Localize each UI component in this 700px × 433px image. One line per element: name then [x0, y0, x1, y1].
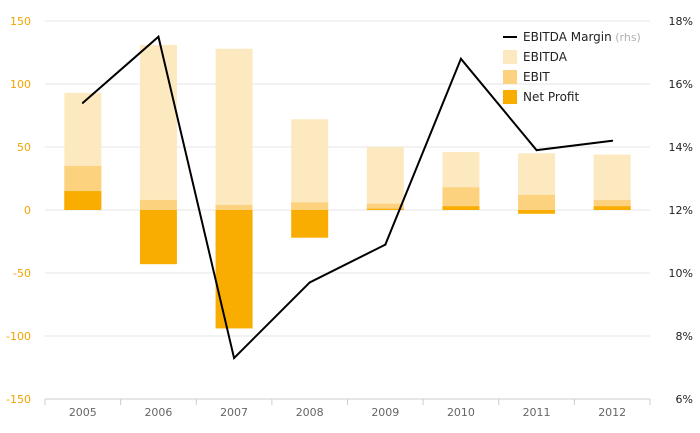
bar-ebit-2011: [518, 194, 556, 210]
legend-label-ebit: EBIT: [523, 70, 550, 84]
bar-ebit-2008: [291, 202, 329, 210]
bar-ebit-2012: [593, 199, 631, 210]
y2-tick-label: 16%: [669, 78, 693, 91]
y-tick-label: -50: [13, 267, 31, 280]
y2-tick-label: 12%: [669, 204, 693, 217]
axes: 150 100 50 0 -50 -100 -150 18% 16% 14% 12% 10% 8% 6% 2…: [6, 15, 693, 419]
bar-net-profit-2007: [215, 210, 253, 329]
point-ebitda-margin-2012: [611, 139, 614, 142]
bar-net-profit-2009: [366, 208, 404, 210]
legend-label-ebitda: EBITDA: [523, 50, 568, 64]
y-tick-label: -150: [6, 393, 31, 406]
y2-tick-label: 8%: [676, 330, 693, 343]
bar-net-profit-2012: [593, 206, 631, 210]
bar-net-profit-2005: [64, 191, 102, 210]
point-ebitda-margin-2011: [535, 149, 538, 152]
grid: [45, 20, 650, 400]
legend-swatch-ebit: [503, 70, 517, 84]
y2-tick-label: 10%: [669, 267, 693, 280]
legend-label-net-profit: Net Profit: [523, 90, 579, 104]
x-tick-label-2005: 2005: [69, 406, 97, 419]
bar-ebit-2006: [139, 199, 177, 210]
bar-ebit-2007: [215, 204, 253, 210]
y-tick-label: 100: [10, 78, 31, 91]
x-tick-label-2006: 2006: [144, 406, 172, 419]
y2-tick-label: 18%: [669, 15, 693, 28]
point-ebitda-margin-2005: [81, 101, 84, 104]
margin-line: [81, 34, 614, 361]
legend-label-suffix: (rhs): [612, 31, 641, 44]
x-tick-label-2007: 2007: [220, 406, 248, 419]
bar-net-profit-2008: [291, 210, 329, 238]
bar-ebitda-2009: [366, 147, 404, 210]
bar-ebit-2009: [366, 203, 404, 210]
x-tick-label-2011: 2011: [523, 406, 551, 419]
point-ebitda-margin-2009: [384, 243, 387, 246]
legend: EBITDA Margin (rhs) EBITDA EBIT Net Profit: [503, 30, 641, 104]
bars: [64, 44, 631, 329]
legend-label-ebitda-margin: EBITDA Margin (rhs): [523, 30, 641, 44]
y-tick-label: 50: [17, 141, 31, 154]
x-tick-label-2009: 2009: [371, 406, 399, 419]
bar-net-profit-2010: [442, 206, 480, 210]
y-tick-label: 0: [24, 204, 31, 217]
line-ebitda-margin: [82, 34, 613, 361]
legend-swatch-ebitda: [503, 50, 517, 64]
bar-net-profit-2006: [139, 210, 177, 265]
bar-ebit-2010: [442, 187, 480, 210]
y-tick-label: -100: [6, 330, 31, 343]
point-ebitda-margin-2006: [157, 35, 160, 38]
y2-tick-label: 14%: [669, 141, 693, 154]
y-tick-label: 150: [10, 15, 31, 28]
legend-swatch-net-profit: [503, 90, 517, 104]
bar-ebitda-2006: [139, 44, 177, 210]
y2-tick-label: 6%: [676, 393, 693, 406]
x-tick-label-2012: 2012: [598, 406, 626, 419]
bar-ebitda-2008: [291, 119, 329, 210]
point-ebitda-margin-2007: [233, 357, 236, 360]
x-tick-label-2010: 2010: [447, 406, 475, 419]
x-tick-label-2008: 2008: [296, 406, 324, 419]
bar-ebitda-2007: [215, 48, 253, 210]
bar-net-profit-2011: [518, 210, 556, 214]
point-ebitda-margin-2008: [308, 281, 311, 284]
point-ebitda-margin-2010: [459, 57, 462, 60]
